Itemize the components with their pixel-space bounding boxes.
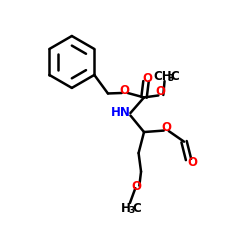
Text: O: O: [156, 86, 166, 98]
Text: C: C: [132, 202, 141, 215]
Text: O: O: [142, 72, 152, 85]
Text: HN: HN: [110, 106, 130, 119]
Text: C: C: [170, 70, 179, 83]
Text: 3: 3: [128, 206, 135, 215]
Text: 3: 3: [168, 74, 174, 83]
Text: CH: CH: [153, 70, 172, 83]
Text: O: O: [131, 180, 141, 193]
Text: O: O: [161, 120, 171, 134]
Text: H: H: [121, 202, 131, 215]
Text: O: O: [188, 156, 198, 169]
Text: O: O: [120, 84, 130, 97]
